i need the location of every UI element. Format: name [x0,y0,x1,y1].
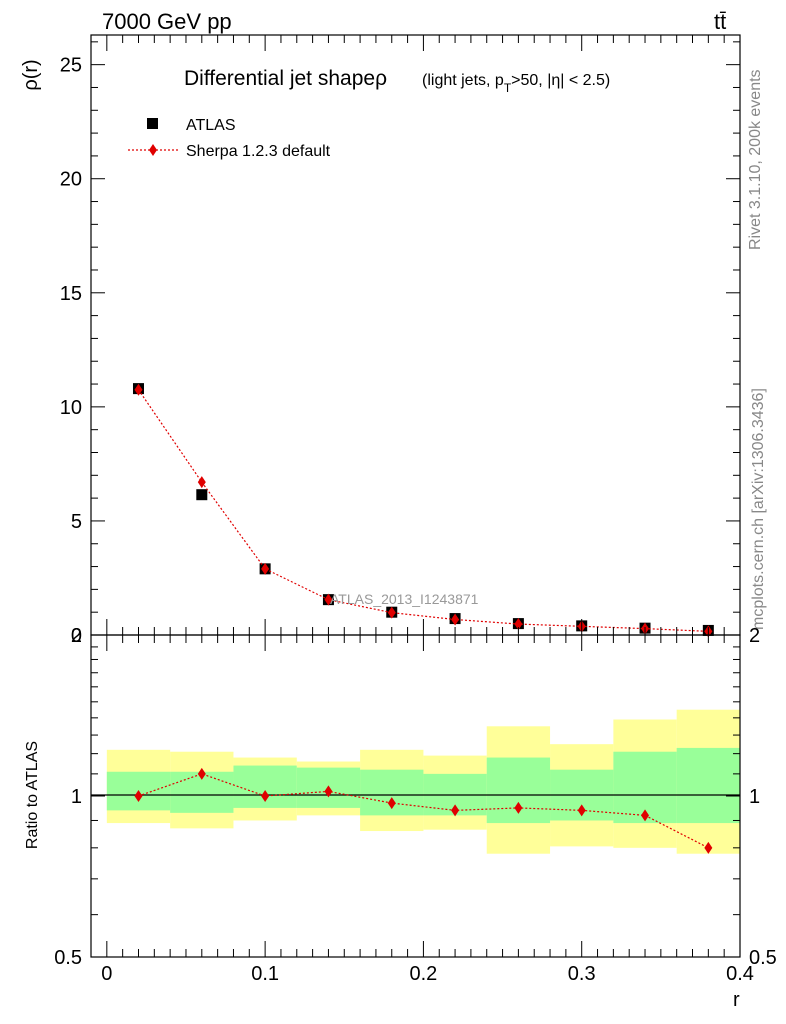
subtitle-suffix: >50, |η| < 2.5) [511,72,610,89]
sherpa-ratio-point [641,809,650,822]
plot-title-text: Differential jet shape [184,67,375,90]
sherpa-data-point [134,383,143,396]
plot-title: Differential jet shapeρ [184,67,387,90]
main-y-axis-label: ρ(r) [20,59,42,90]
subtitle-subscript: T [504,81,512,95]
sherpa-data-point [324,593,333,606]
ratio-uncertainty-bands [106,709,740,854]
sherpa-ratio-point [704,841,713,854]
mcplots-reference-label: mcplots.cern.ch [arXiv:1306.3436] [750,388,767,630]
main-axis-ticks: 0 5 10 15 20 25 [60,35,741,647]
x-tick-label: 0.3 [568,963,596,985]
main-y-tick-label: 20 [60,169,82,191]
sherpa-ratio-point [577,804,586,817]
x-tick-label: 0.4 [726,963,754,985]
sherpa-ratio-point [451,804,460,817]
sherpa-ratio-point [134,790,143,802]
main-y-tick-label: 0 [71,625,82,647]
header-process: tt̄ [714,9,726,34]
sherpa-ratio-point [197,767,206,780]
ratio-y-tick-label-right: 2 [749,625,760,647]
main-y-tick-label: 5 [71,511,82,533]
ratio-plot-frame [90,634,741,958]
analysis-watermark: ATLAS_2013_I1243871 [330,591,479,607]
x-tick-label: 0.1 [251,963,279,985]
legend-sherpa-label: Sherpa 1.2.3 default [186,143,331,160]
sherpa-data-point [261,562,270,575]
ratio-plot-marks [134,767,713,854]
sherpa-data-point [451,613,460,626]
sherpa-ratio-line [138,773,709,849]
main-y-tick-label: 25 [60,55,82,77]
ratio-y-tick-label: 0.5 [54,947,82,969]
legend: ATLAS Sherpa 1.2.3 default [128,117,331,160]
ratio-y-tick-label-right: 1 [749,786,760,808]
ratio-inner-band [676,747,740,824]
sherpa-data-point [514,618,523,631]
main-y-tick-label: 10 [60,397,82,419]
plot-title-symbol: ρ [375,67,387,90]
ratio-y-tick-label: 2 [71,625,82,647]
plot-subtitle: (light jets, pT>50, |η| < 2.5) [422,72,610,95]
ratio-plot-panel: 0 0.1 0.2 0.3 0.40.5 0.51 12 2 Ratio to ATLAS r [24,625,777,1011]
x-axis-label: r [733,989,740,1011]
rivet-version-label: Rivet 3.1.10, 200k events [747,69,764,250]
sherpa-ratio-point [324,785,333,798]
ratio-axis-ticks: 0 0.1 0.2 0.3 0.40.5 0.51 12 2 [54,625,777,985]
header-energy: 7000 GeV pp [102,9,232,34]
sherpa-ratio-point [261,790,270,802]
legend-atlas-label: ATLAS [186,117,236,134]
sherpa-ratio-point [514,801,523,814]
legend-atlas-marker [147,118,158,129]
ratio-y-tick-label-right: 0.5 [749,947,777,969]
sherpa-data-point [197,476,206,489]
x-tick-label: 0 [101,963,112,985]
x-tick-label: 0.2 [410,963,438,985]
ratio-y-tick-label: 1 [71,786,82,808]
legend-sherpa-marker [149,144,157,156]
sherpa-data-point [387,606,396,619]
sherpa-ratio-point [387,797,396,810]
main-y-tick-label: 15 [60,283,82,305]
subtitle-prefix: (light jets, p [422,72,504,89]
ratio-y-axis-label: Ratio to ATLAS [24,741,41,849]
atlas-data-point [196,489,208,501]
